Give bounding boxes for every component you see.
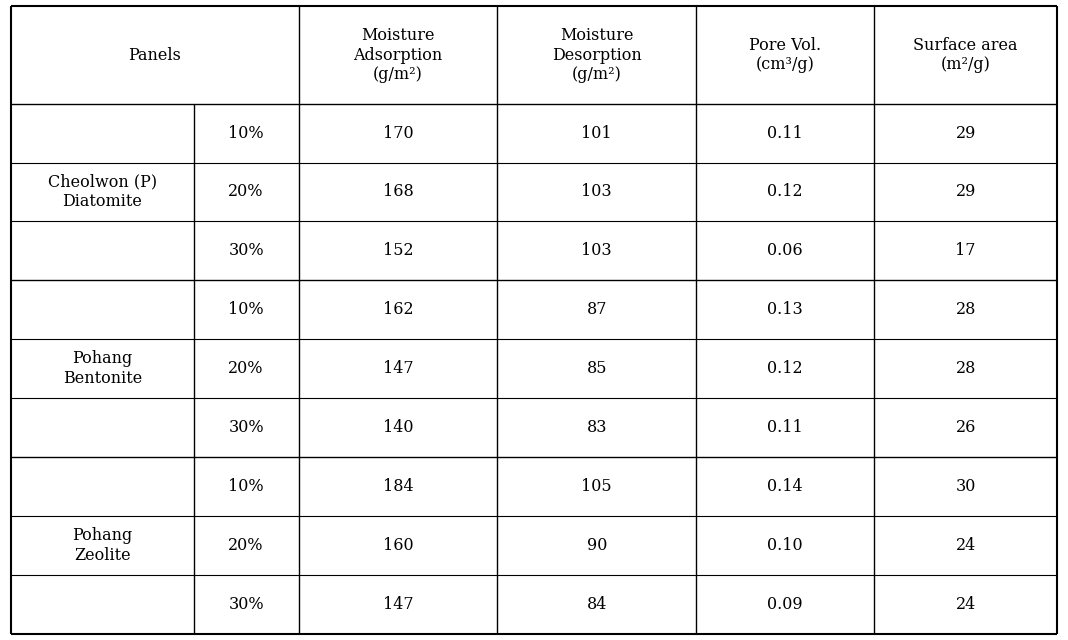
Text: 140: 140 — [382, 419, 413, 436]
Text: 147: 147 — [382, 360, 413, 377]
Text: 26: 26 — [956, 419, 976, 436]
Text: 184: 184 — [382, 478, 413, 495]
Text: 0.12: 0.12 — [768, 360, 803, 377]
Text: 20%: 20% — [229, 537, 264, 554]
Text: 105: 105 — [581, 478, 612, 495]
Text: 0.10: 0.10 — [768, 537, 803, 554]
Text: Pohang
Zeolite: Pohang Zeolite — [73, 527, 132, 564]
Text: 0.11: 0.11 — [767, 419, 803, 436]
Text: 0.14: 0.14 — [768, 478, 803, 495]
Text: 170: 170 — [382, 125, 413, 141]
Text: 10%: 10% — [229, 301, 264, 318]
Text: 103: 103 — [581, 184, 612, 200]
Text: Moisture
Desorption
(g/m²): Moisture Desorption (g/m²) — [552, 27, 642, 83]
Text: 162: 162 — [382, 301, 413, 318]
Text: 24: 24 — [956, 596, 976, 612]
Text: 28: 28 — [956, 301, 976, 318]
Text: Pore Vol.
(cm³/g): Pore Vol. (cm³/g) — [749, 36, 821, 74]
Text: 30: 30 — [956, 478, 976, 495]
Text: 152: 152 — [382, 243, 413, 259]
Text: 28: 28 — [956, 360, 976, 377]
Text: 29: 29 — [956, 184, 976, 200]
Text: 103: 103 — [581, 243, 612, 259]
Text: Cheolwon (P)
Diatomite: Cheolwon (P) Diatomite — [48, 173, 157, 211]
Text: 10%: 10% — [229, 478, 264, 495]
Text: Surface area
(m²/g): Surface area (m²/g) — [913, 36, 1018, 74]
Text: 0.13: 0.13 — [767, 301, 803, 318]
Text: 168: 168 — [382, 184, 413, 200]
Text: 30%: 30% — [229, 596, 264, 612]
Text: Pohang
Bentonite: Pohang Bentonite — [63, 350, 142, 387]
Text: 83: 83 — [586, 419, 607, 436]
Text: 0.12: 0.12 — [768, 184, 803, 200]
Text: 30%: 30% — [229, 243, 264, 259]
Text: 10%: 10% — [229, 125, 264, 141]
Text: 20%: 20% — [229, 184, 264, 200]
Text: 85: 85 — [586, 360, 607, 377]
Text: 0.11: 0.11 — [767, 125, 803, 141]
Text: 160: 160 — [382, 537, 413, 554]
Text: 20%: 20% — [229, 360, 264, 377]
Text: 90: 90 — [586, 537, 607, 554]
Text: 147: 147 — [382, 596, 413, 612]
Text: 87: 87 — [586, 301, 607, 318]
Text: 29: 29 — [956, 125, 976, 141]
Text: 0.09: 0.09 — [768, 596, 803, 612]
Text: 101: 101 — [581, 125, 612, 141]
Text: 84: 84 — [586, 596, 607, 612]
Text: 30%: 30% — [229, 419, 264, 436]
Text: 24: 24 — [956, 537, 976, 554]
Text: 0.06: 0.06 — [768, 243, 803, 259]
Text: Moisture
Adsorption
(g/m²): Moisture Adsorption (g/m²) — [354, 27, 442, 83]
Text: 17: 17 — [956, 243, 976, 259]
Text: Panels: Panels — [128, 47, 182, 63]
